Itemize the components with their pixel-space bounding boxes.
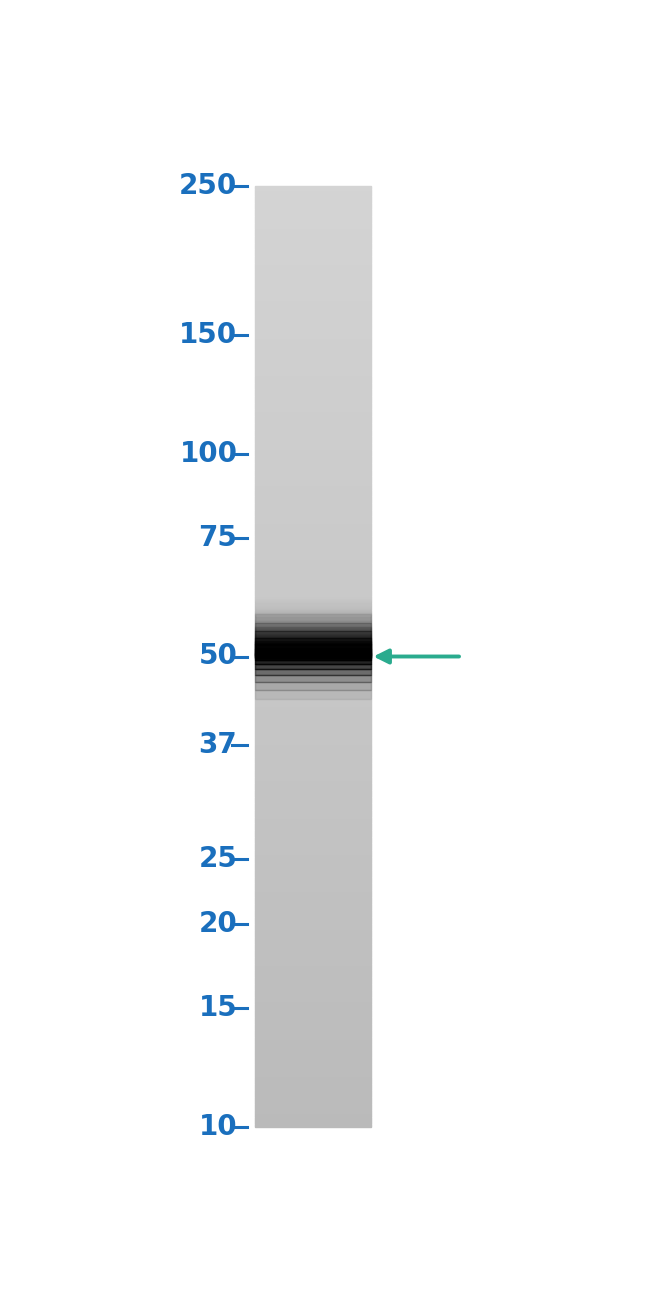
Bar <box>255 645 371 649</box>
Bar <box>255 651 371 655</box>
Bar <box>255 634 371 638</box>
Bar <box>255 646 371 650</box>
Bar <box>255 641 371 645</box>
Text: 20: 20 <box>199 910 237 939</box>
Bar <box>255 611 371 616</box>
Bar <box>255 624 371 632</box>
Bar <box>255 689 371 698</box>
Bar <box>255 634 371 638</box>
Bar <box>255 604 371 608</box>
Bar <box>255 638 371 645</box>
Bar <box>255 636 371 640</box>
Bar <box>255 649 371 653</box>
Bar <box>255 659 371 663</box>
Bar <box>255 637 371 641</box>
Text: 10: 10 <box>199 1113 237 1141</box>
Bar <box>255 641 371 645</box>
Bar <box>255 650 371 654</box>
Bar <box>255 629 371 633</box>
Bar <box>255 604 371 608</box>
Bar <box>255 647 371 653</box>
Bar <box>255 632 371 638</box>
Bar <box>255 633 371 637</box>
Bar <box>255 625 371 629</box>
Bar <box>255 614 371 618</box>
Text: 250: 250 <box>179 172 237 200</box>
Bar <box>255 616 371 620</box>
Bar <box>255 628 371 632</box>
Bar <box>255 668 371 675</box>
Bar <box>255 656 371 659</box>
Bar <box>255 624 371 628</box>
Bar <box>255 618 371 621</box>
Bar <box>255 610 371 614</box>
Bar <box>255 651 371 655</box>
Bar <box>255 602 371 606</box>
Bar <box>255 653 371 656</box>
Bar <box>255 608 371 612</box>
Bar <box>255 615 371 624</box>
Bar <box>255 628 371 632</box>
Bar <box>255 606 371 610</box>
Bar <box>255 675 371 681</box>
Bar <box>255 621 371 625</box>
Bar <box>255 603 371 607</box>
Bar <box>255 640 371 644</box>
Bar <box>255 647 371 651</box>
Bar <box>255 611 371 615</box>
Bar <box>255 618 371 623</box>
Bar <box>255 612 371 616</box>
Bar <box>255 632 371 636</box>
Bar <box>255 602 371 606</box>
Bar <box>255 681 371 689</box>
Bar <box>255 627 371 630</box>
Text: 150: 150 <box>179 321 237 350</box>
Bar <box>255 621 371 625</box>
Bar <box>255 638 371 642</box>
Text: 15: 15 <box>199 994 237 1022</box>
Bar <box>255 615 371 619</box>
Text: 50: 50 <box>198 642 237 671</box>
Bar <box>255 638 371 642</box>
Bar <box>255 615 371 619</box>
Text: 37: 37 <box>199 731 237 758</box>
Bar <box>255 644 371 647</box>
Bar <box>255 654 371 658</box>
Bar <box>255 663 371 668</box>
Bar <box>255 624 371 629</box>
Bar <box>255 630 371 634</box>
Bar <box>255 645 371 649</box>
Bar <box>255 654 371 656</box>
Bar <box>255 619 371 623</box>
Text: 25: 25 <box>198 845 237 874</box>
Bar <box>255 654 371 659</box>
Bar <box>255 607 371 611</box>
Bar <box>255 645 371 650</box>
Bar <box>255 623 371 627</box>
Bar <box>255 642 371 646</box>
Text: 100: 100 <box>179 439 237 468</box>
Bar <box>255 620 371 624</box>
Bar <box>255 608 371 612</box>
Bar <box>255 601 371 604</box>
Bar <box>255 632 371 636</box>
Text: 75: 75 <box>198 524 237 552</box>
Bar <box>255 599 371 603</box>
Bar <box>255 650 371 654</box>
